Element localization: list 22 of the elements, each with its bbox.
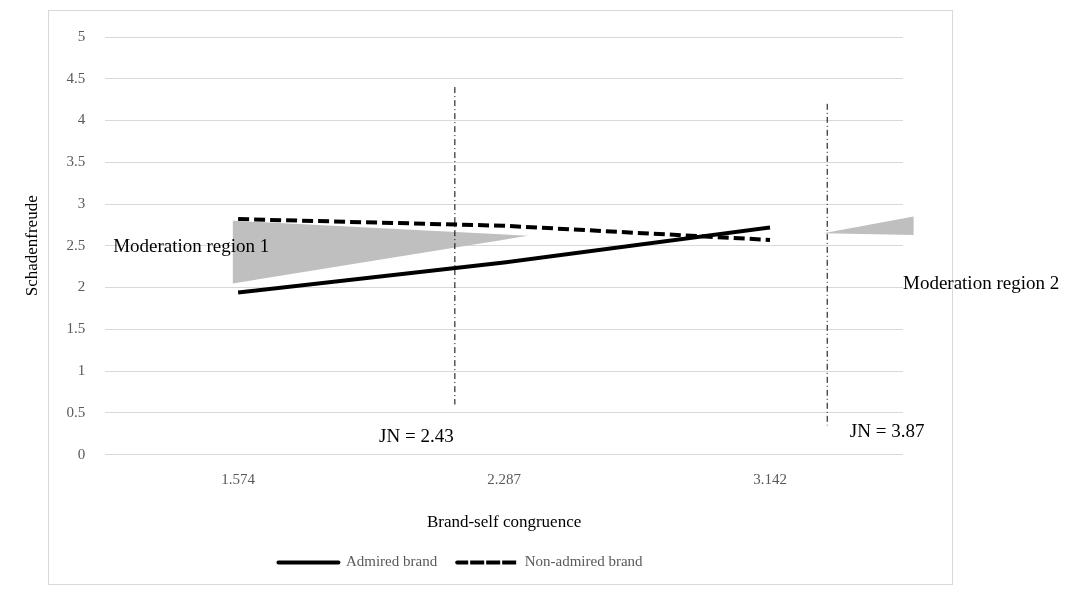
- annotation: JN = 2.43: [379, 424, 454, 449]
- y-tick-label: 4: [77, 111, 86, 128]
- annotation: JN = 3.87: [849, 419, 925, 444]
- y-tick-label: 2.5: [66, 236, 86, 253]
- x-tick-label: 3.142: [753, 470, 787, 487]
- annotation: Moderation region 1: [113, 233, 270, 258]
- x-axis-title: Brand-self congruence: [426, 512, 582, 532]
- y-tick-label: 0.5: [66, 403, 86, 420]
- y-tick-label: 3: [77, 194, 86, 211]
- y-tick-label: 1: [77, 362, 86, 379]
- y-tick-label: 5: [77, 27, 86, 44]
- x-tick-label: 1.574: [221, 470, 256, 487]
- y-tick-label: 3.5: [66, 153, 86, 170]
- annotation: Moderation region 2: [903, 271, 1060, 296]
- y-axis-title: Schadenfreude: [21, 195, 41, 297]
- x-tick-label: 2.287: [487, 470, 522, 487]
- legend-label: Non-admired brand: [524, 553, 644, 570]
- y-tick-label: 1.5: [66, 320, 86, 337]
- y-tick-label: 2: [77, 278, 86, 295]
- y-tick-label: 4.5: [66, 69, 86, 86]
- legend-label: Admired brand: [345, 553, 438, 570]
- y-tick-label: 0: [77, 445, 86, 462]
